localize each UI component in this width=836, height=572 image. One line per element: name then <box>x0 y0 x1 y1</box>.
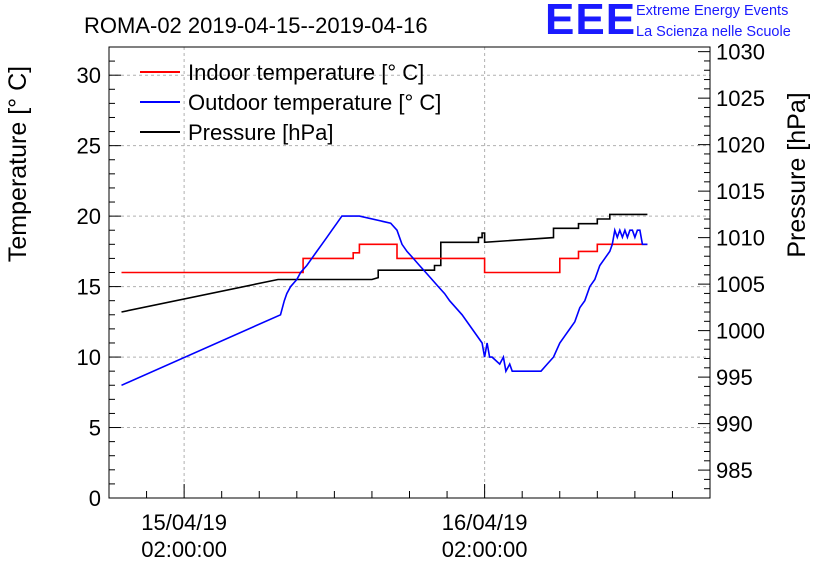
y2-tick-label: 985 <box>716 458 753 483</box>
y2-axis-label: Pressure [hPa] <box>783 92 811 257</box>
legend: Indoor temperature [° C] Outdoor temperat… <box>140 60 441 145</box>
y-tick-label: 15 <box>77 275 101 300</box>
y2-tick-label: 995 <box>716 365 753 390</box>
y-tick-label: 10 <box>77 345 101 370</box>
y2-tick-label: 1015 <box>716 179 765 204</box>
series-line-2 <box>121 213 648 313</box>
y2-tick-label: 1020 <box>716 133 765 158</box>
eee-logo: EEE <box>545 0 637 44</box>
y2-tick-label: 1030 <box>716 40 765 65</box>
legend-label: Outdoor temperature [° C] <box>188 90 441 115</box>
y-tick-label: 0 <box>89 486 101 511</box>
x-tick-label-date: 15/04/19 <box>141 510 227 535</box>
y-tick-label: 5 <box>89 416 101 441</box>
y2-tick-label: 1000 <box>716 319 765 344</box>
y-tick-label: 20 <box>77 204 101 229</box>
y-axis-label: Temperature [° C] <box>4 66 32 262</box>
axes: 0510152025309859909951000100510101015102… <box>77 40 765 562</box>
legend-label: Pressure [hPa] <box>188 120 334 145</box>
brand-line-2: La Scienza nelle Scuole <box>636 24 791 40</box>
series-line-1 <box>121 215 648 387</box>
y-tick-label: 25 <box>77 134 101 159</box>
y2-tick-label: 1025 <box>716 86 765 111</box>
brand-line-1: Extreme Energy Events <box>636 3 789 19</box>
legend-label: Indoor temperature [° C] <box>188 60 424 85</box>
y2-tick-label: 1010 <box>716 226 765 251</box>
series-layer <box>121 213 648 387</box>
x-tick-label-time: 02:00:00 <box>442 537 528 562</box>
y2-tick-label: 1005 <box>716 272 765 297</box>
y2-tick-label: 990 <box>716 412 753 437</box>
chart-title: ROMA-02 2019-04-15--2019-04-16 <box>84 13 428 38</box>
x-tick-label-date: 16/04/19 <box>442 510 528 535</box>
x-tick-label-time: 02:00:00 <box>141 537 227 562</box>
y-tick-label: 30 <box>77 63 101 88</box>
